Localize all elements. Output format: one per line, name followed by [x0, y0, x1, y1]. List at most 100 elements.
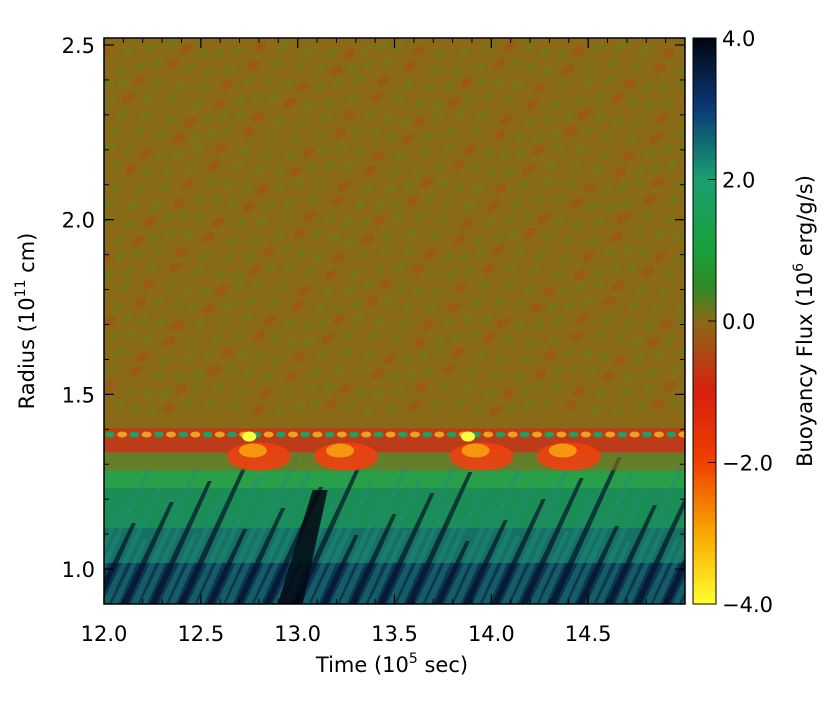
wave-blob	[575, 281, 588, 292]
wave-blob	[373, 201, 386, 213]
wave-blob	[373, 316, 386, 327]
interface-cell	[666, 431, 677, 438]
wave-blob	[262, 149, 275, 161]
wave-blob	[393, 94, 406, 105]
interface-cell	[129, 431, 140, 438]
wave-blob	[353, 364, 367, 376]
wave-blob	[338, 383, 352, 394]
upper-wave-pattern	[104, 40, 685, 417]
wave-blob	[376, 75, 390, 87]
interface-cell	[324, 431, 335, 438]
wave-blob	[309, 398, 322, 409]
convective-streak	[539, 494, 596, 604]
wave-blob	[512, 246, 525, 257]
wave-blob	[289, 166, 302, 177]
wave-blob	[188, 133, 201, 144]
wave-blob	[556, 80, 570, 91]
wave-blob	[423, 193, 436, 205]
wave-blob	[601, 314, 614, 325]
wave-blob	[332, 252, 345, 263]
convective-streak	[121, 502, 174, 604]
wave-blob	[523, 283, 537, 295]
wave-blob	[233, 94, 246, 106]
wave-blob	[153, 295, 166, 307]
wave-blob	[312, 251, 325, 263]
wave-blob	[634, 284, 647, 296]
wave-blob	[518, 384, 532, 395]
wave-blob	[323, 214, 336, 225]
convective-streak	[311, 482, 373, 604]
wave-blob	[208, 160, 221, 171]
wave-blob	[375, 41, 388, 52]
interface-cell	[483, 431, 494, 438]
wave-blob	[493, 58, 506, 69]
wave-blob	[411, 46, 425, 57]
wave-blob	[403, 180, 416, 191]
wave-blob	[432, 397, 445, 409]
wave-blob	[343, 235, 357, 247]
wave-blob	[240, 183, 253, 194]
wave-blob	[571, 218, 585, 230]
wave-blob	[482, 148, 495, 159]
wave-blob	[208, 364, 221, 376]
wave-blob	[453, 399, 467, 410]
wave-blob	[593, 330, 606, 341]
wave-blob	[111, 301, 124, 312]
convective-streak	[104, 470, 151, 573]
x-tick-label: 13.5	[371, 622, 418, 646]
x-tick-label: 12.5	[177, 622, 224, 646]
convective-streak	[206, 529, 248, 604]
wave-blob	[202, 303, 216, 314]
wave-blob	[163, 280, 177, 291]
wave-blob	[177, 210, 190, 222]
interface-cell	[373, 431, 384, 438]
wave-blob	[496, 354, 509, 365]
wave-blob	[580, 76, 594, 87]
wave-blob	[152, 244, 165, 256]
wave-blob	[348, 268, 362, 279]
wave-blob	[445, 127, 458, 138]
wave-blob	[379, 279, 392, 290]
wave-blob	[562, 300, 575, 311]
convective-streak	[577, 526, 620, 604]
convective-streak	[548, 457, 622, 604]
wave-blob	[401, 301, 415, 312]
wave-blob	[333, 128, 347, 139]
wave-blob	[391, 211, 405, 222]
wave-blob	[289, 133, 302, 145]
wave-blob	[510, 58, 523, 69]
wave-blob	[242, 367, 255, 378]
wave-blob	[614, 41, 627, 52]
wave-blob	[485, 166, 498, 178]
wave-blob	[221, 299, 235, 311]
wave-blob	[155, 150, 168, 162]
convective-streak	[225, 455, 300, 604]
wave-blob	[422, 131, 435, 142]
interface-cell	[654, 431, 664, 438]
wave-blob	[135, 351, 149, 362]
convective-streak	[168, 497, 224, 604]
wave-blob	[654, 251, 667, 262]
wave-blob	[327, 233, 341, 244]
convective-streak	[586, 489, 646, 604]
wave-blob	[303, 337, 316, 348]
wave-blob	[323, 48, 337, 59]
interface-cell	[641, 431, 652, 438]
wave-blob	[381, 57, 395, 69]
wave-blob	[153, 129, 167, 141]
wave-blob	[570, 197, 583, 209]
wave-blob	[319, 112, 333, 124]
wave-blob	[105, 363, 118, 375]
wave-blob	[121, 92, 135, 103]
wave-blob	[157, 182, 170, 194]
wave-blob	[417, 351, 430, 362]
wave-blob	[321, 333, 335, 344]
wave-blob	[400, 79, 414, 91]
wave-blob	[673, 79, 685, 90]
wave-blob	[341, 218, 354, 229]
wave-blob	[572, 385, 585, 397]
wave-blob	[123, 329, 136, 341]
wave-blob	[513, 298, 526, 309]
wave-blob	[615, 182, 629, 193]
wave-blob	[535, 250, 548, 261]
